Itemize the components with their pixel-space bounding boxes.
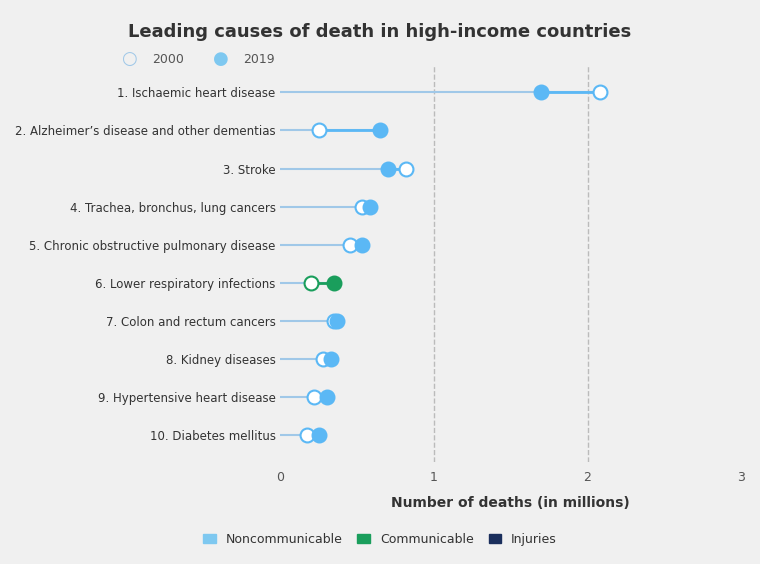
- Legend: Noncommunicable, Communicable, Injuries: Noncommunicable, Communicable, Injuries: [197, 527, 563, 552]
- Text: 2000: 2000: [152, 52, 184, 66]
- Text: ○: ○: [122, 50, 137, 68]
- Text: ●: ●: [213, 50, 228, 68]
- Text: 2019: 2019: [243, 52, 275, 66]
- X-axis label: Number of deaths (in millions): Number of deaths (in millions): [391, 496, 630, 509]
- Text: Leading causes of death in high-income countries: Leading causes of death in high-income c…: [128, 23, 632, 41]
